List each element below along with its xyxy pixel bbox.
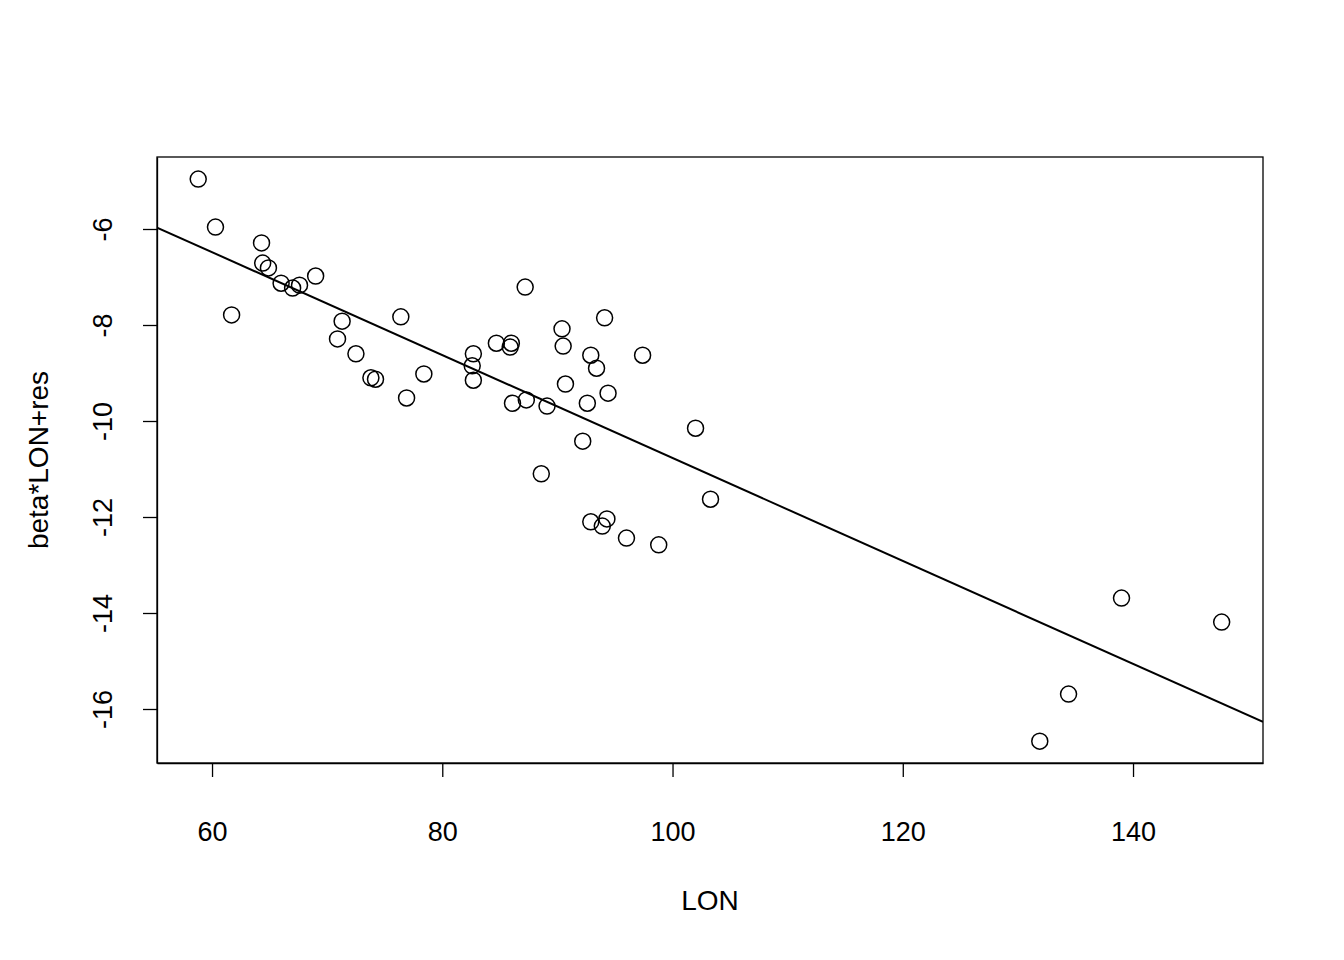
y-tick-mark (143, 613, 157, 614)
point (1061, 686, 1077, 702)
y-tick-mark (143, 421, 157, 422)
y-tick: -8 (88, 313, 157, 337)
x-tick-label: 60 (198, 817, 228, 847)
y-tick: -16 (88, 690, 157, 729)
point (651, 537, 667, 553)
point (260, 260, 276, 276)
point (330, 331, 346, 347)
fit-line (157, 228, 1263, 722)
point (575, 433, 591, 449)
point (635, 347, 651, 363)
point (555, 338, 571, 354)
point (399, 390, 415, 406)
point (224, 307, 240, 323)
x-tick-mark (212, 763, 213, 777)
point (348, 346, 364, 362)
point (393, 309, 409, 325)
x-tick-label: 100 (650, 817, 695, 847)
point (589, 360, 605, 376)
x-tick-mark (1133, 763, 1134, 777)
x-tick: 60 (198, 763, 228, 847)
point (618, 530, 634, 546)
y-tick-label: -8 (88, 313, 118, 337)
point (465, 372, 481, 388)
x-tick-label: 120 (881, 817, 926, 847)
point (579, 395, 595, 411)
point (533, 466, 549, 482)
y-tick: -6 (88, 217, 157, 241)
y-tick-mark (143, 517, 157, 518)
y-tick-label: -12 (88, 498, 118, 537)
y-tick: -14 (88, 594, 157, 633)
y-tick-mark (143, 229, 157, 230)
x-tick: 140 (1111, 763, 1156, 847)
plot-area (157, 171, 1263, 749)
point (1114, 590, 1130, 606)
x-tick: 100 (650, 763, 695, 847)
point (416, 366, 432, 382)
chart: 60 80 100 120 140 -16 -14 -12 -10 -8 -6 LON beta*LON… (0, 0, 1344, 960)
point (554, 321, 570, 337)
y-tick-label: -6 (88, 217, 118, 241)
x-tick-label: 140 (1111, 817, 1156, 847)
x-tick: 80 (428, 763, 458, 847)
x-tick-mark (672, 763, 673, 777)
point (503, 335, 519, 351)
x-tick-mark (903, 763, 904, 777)
x-tick-label: 80 (428, 817, 458, 847)
point (517, 279, 533, 295)
y-tick: -10 (88, 402, 157, 441)
point (539, 398, 555, 414)
point (600, 385, 616, 401)
y-tick-label: -16 (88, 690, 118, 729)
x-tick: 120 (881, 763, 926, 847)
y-tick-label: -10 (88, 402, 118, 441)
y-axis-title: beta*LON+res (23, 371, 54, 549)
point (599, 511, 615, 527)
point (207, 219, 223, 235)
y-axis: -16 -14 -12 -10 -8 -6 (88, 158, 158, 764)
point (368, 371, 384, 387)
point (688, 420, 704, 436)
point (334, 313, 350, 329)
point (703, 491, 719, 507)
x-axis: 60 80 100 120 140 (158, 763, 1264, 847)
y-tick-label: -14 (88, 594, 118, 633)
point (1032, 733, 1048, 749)
y-tick: -12 (88, 498, 157, 537)
point (254, 235, 270, 251)
y-tick-mark (143, 325, 157, 326)
x-axis-title: LON (681, 885, 739, 916)
plot-frame (157, 157, 1263, 763)
y-tick-mark (143, 709, 157, 710)
point (1214, 614, 1230, 630)
point (557, 376, 573, 392)
point (308, 268, 324, 284)
x-tick-mark (442, 763, 443, 777)
point (190, 171, 206, 187)
point (597, 310, 613, 326)
